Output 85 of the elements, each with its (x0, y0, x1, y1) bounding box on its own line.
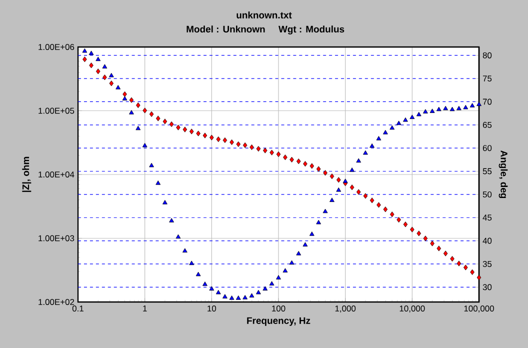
point (350, 184, 354, 190)
point (189, 128, 194, 134)
point (156, 116, 160, 122)
point (142, 108, 147, 114)
chart-title: unknown.txt (236, 12, 292, 18)
point (176, 124, 180, 130)
y2-tick-label: 60 (482, 145, 492, 152)
point (102, 74, 107, 80)
point (122, 91, 127, 97)
point (202, 132, 208, 138)
point (416, 230, 422, 236)
y-tick-label: 1.00E+02 (38, 299, 74, 305)
point (216, 136, 221, 142)
x-tick-label: 10 (208, 306, 216, 312)
point (162, 118, 168, 124)
point (436, 246, 442, 252)
point (222, 137, 228, 143)
point (470, 269, 474, 275)
y2-tick-label: 70 (482, 98, 492, 105)
point (376, 202, 381, 208)
point (356, 189, 361, 195)
y2-tick-label: 35 (482, 260, 492, 267)
y2-tick-label: 55 (482, 168, 492, 174)
point (450, 256, 454, 262)
point (169, 121, 174, 127)
y2-tick-label: 45 (482, 214, 492, 221)
point (230, 139, 234, 145)
x-tick-label: 1,000 (335, 306, 356, 313)
point (236, 141, 241, 147)
point (136, 102, 140, 108)
point (463, 264, 468, 270)
point (316, 166, 321, 172)
point (182, 126, 188, 132)
point (250, 144, 254, 150)
x-tick-label: 1 (143, 306, 147, 312)
point (196, 130, 200, 136)
chart-subtitle: Model : Unknown Wgt : Modulus (186, 26, 344, 34)
point (96, 68, 100, 74)
point (89, 62, 94, 68)
y-tick-label: 1.00E+05 (38, 108, 74, 114)
point (390, 212, 394, 218)
point (310, 163, 314, 169)
point (403, 222, 408, 228)
x-tick-label: 10,000 (400, 306, 425, 313)
y-tick-label: 1.00E+06 (38, 44, 74, 50)
point (242, 142, 248, 148)
point (383, 206, 388, 212)
point (323, 170, 328, 176)
y-tick-label: 1.00E+04 (38, 172, 74, 178)
y2-tick-label: 40 (482, 238, 492, 244)
point (430, 240, 434, 246)
point (129, 97, 134, 103)
point (109, 80, 114, 86)
y-tick-label: 1.00E+03 (38, 235, 74, 242)
point (149, 111, 154, 117)
point (262, 148, 268, 154)
y2-tick-label: 50 (482, 191, 492, 198)
y2-tick-label: 80 (482, 52, 492, 58)
point (336, 177, 341, 183)
point (270, 150, 274, 156)
x-tick-label: 0.1 (72, 306, 84, 312)
point (82, 56, 87, 62)
point (283, 154, 288, 160)
x-tick-label: 100 (272, 306, 286, 312)
point (476, 274, 482, 280)
point (290, 156, 294, 162)
point (276, 151, 281, 158)
point (423, 236, 428, 242)
y2-tick-label: 30 (482, 284, 492, 290)
x-axis-title: Frequency, Hz (247, 317, 310, 326)
y2-axis-title: Angle, deg (498, 150, 508, 198)
point (443, 250, 448, 256)
y2-tick-label: 65 (482, 122, 492, 128)
x-tick-label: 100,000 (464, 306, 494, 313)
point (363, 193, 368, 199)
point (456, 260, 462, 266)
point (303, 161, 308, 167)
point (330, 174, 334, 180)
point (370, 198, 374, 204)
y-axis-title: |Z|, ohm (22, 156, 32, 192)
y2-tick-label: 75 (482, 76, 492, 82)
point (410, 226, 414, 232)
point (256, 146, 261, 152)
point (210, 134, 214, 140)
point (296, 158, 301, 164)
